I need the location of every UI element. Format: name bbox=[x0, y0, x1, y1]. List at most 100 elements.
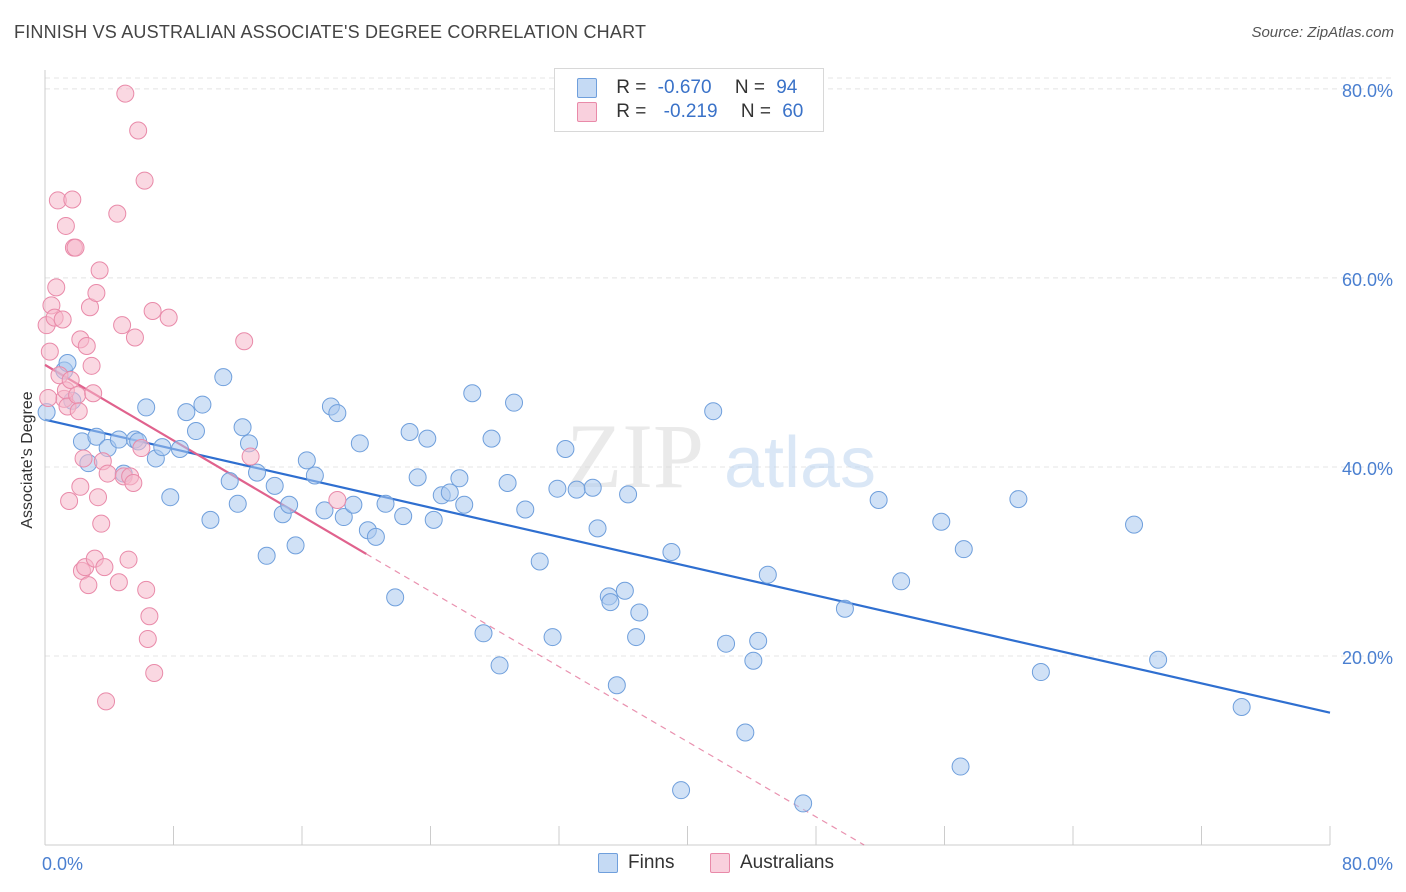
australians-swatch bbox=[577, 101, 597, 122]
legend-item-australians[interactable]: Australians bbox=[710, 852, 834, 874]
tick-labels: 20.0% 40.0% 60.0% 80.0% 0.0% 80.0% bbox=[42, 81, 1393, 874]
legend-row-finns: R = -0.670 N = 94 bbox=[577, 77, 797, 101]
data-point bbox=[400, 422, 419, 441]
legend-r-label: R = bbox=[616, 101, 647, 122]
data-point bbox=[418, 429, 437, 448]
data-point bbox=[1125, 515, 1144, 534]
data-point bbox=[1149, 650, 1168, 669]
legend-r-label: R = bbox=[616, 77, 647, 98]
data-point bbox=[1031, 663, 1050, 682]
data-point bbox=[74, 449, 93, 468]
data-point bbox=[328, 404, 347, 423]
series-legend: Finns Australians bbox=[0, 852, 1406, 878]
data-point bbox=[186, 422, 205, 441]
data-point bbox=[63, 190, 82, 209]
data-point bbox=[455, 495, 474, 514]
axes bbox=[44, 70, 1331, 846]
data-point bbox=[567, 480, 586, 499]
data-point bbox=[170, 439, 189, 458]
data-point bbox=[161, 488, 180, 507]
y-tick-label: 40.0% bbox=[1342, 459, 1393, 479]
data-point bbox=[98, 464, 117, 483]
data-point bbox=[193, 395, 212, 414]
data-point bbox=[124, 474, 143, 493]
data-point bbox=[440, 483, 459, 502]
data-point bbox=[305, 466, 324, 485]
data-point bbox=[137, 580, 156, 599]
finns-swatch bbox=[598, 852, 618, 873]
data-point bbox=[135, 171, 154, 190]
data-point bbox=[201, 510, 220, 529]
data-point bbox=[516, 500, 535, 519]
data-point bbox=[87, 427, 106, 446]
data-point bbox=[140, 607, 159, 626]
data-point bbox=[90, 261, 109, 280]
data-point bbox=[39, 388, 58, 407]
y-tick-label: 20.0% bbox=[1342, 648, 1393, 668]
data-point bbox=[89, 488, 108, 507]
data-point bbox=[601, 593, 620, 612]
data-point bbox=[143, 302, 162, 321]
source-label: Source: ZipAtlas.com bbox=[1251, 24, 1394, 41]
data-point bbox=[95, 558, 114, 577]
x-tick-label: 0.0% bbox=[42, 854, 83, 874]
data-point bbox=[248, 463, 267, 482]
watermark: ZIP atlas bbox=[566, 405, 876, 507]
data-point bbox=[56, 216, 75, 235]
data-point bbox=[241, 447, 260, 466]
legend-n-value: 94 bbox=[776, 77, 798, 98]
data-point bbox=[869, 491, 888, 510]
legend-item-finns[interactable]: Finns bbox=[598, 852, 674, 874]
data-point bbox=[334, 508, 353, 527]
data-point bbox=[758, 565, 777, 584]
data-point bbox=[630, 603, 649, 622]
data-point bbox=[543, 628, 562, 647]
data-point bbox=[265, 476, 284, 495]
data-point bbox=[736, 723, 755, 742]
data-point bbox=[704, 402, 723, 421]
data-point bbox=[68, 386, 87, 405]
data-point bbox=[548, 479, 567, 498]
data-point bbox=[1009, 490, 1028, 509]
data-point bbox=[835, 599, 854, 618]
data-point bbox=[79, 576, 98, 595]
data-point bbox=[145, 663, 164, 682]
data-point bbox=[129, 121, 148, 140]
data-point bbox=[344, 495, 363, 514]
data-point bbox=[490, 656, 509, 675]
finns-swatch bbox=[577, 77, 597, 98]
data-point bbox=[233, 418, 252, 437]
data-point bbox=[109, 573, 128, 592]
data-point bbox=[108, 204, 127, 223]
legend-n-value: 60 bbox=[782, 101, 804, 122]
data-point bbox=[214, 368, 233, 387]
australians-swatch bbox=[710, 852, 730, 873]
data-point bbox=[932, 512, 951, 531]
data-point bbox=[257, 546, 276, 565]
data-point bbox=[82, 356, 101, 375]
data-point bbox=[366, 527, 385, 546]
data-point bbox=[424, 510, 443, 529]
legend-r-value: -0.670 bbox=[657, 77, 712, 98]
data-point bbox=[235, 332, 254, 351]
watermark-atlas: atlas bbox=[724, 423, 876, 503]
data-point bbox=[619, 485, 638, 504]
data-point bbox=[132, 439, 151, 458]
data-point bbox=[505, 393, 524, 412]
data-point bbox=[386, 588, 405, 607]
data-point bbox=[87, 284, 106, 303]
x-tick-label: 80.0% bbox=[1342, 854, 1393, 874]
data-point bbox=[116, 84, 135, 103]
data-point bbox=[159, 308, 178, 327]
data-point bbox=[125, 328, 144, 347]
y-tick-label: 60.0% bbox=[1342, 270, 1393, 290]
data-point bbox=[137, 398, 156, 417]
legend-r-value: -0.219 bbox=[663, 101, 718, 122]
data-point bbox=[1232, 698, 1251, 717]
data-point bbox=[71, 477, 90, 496]
data-point bbox=[286, 536, 305, 555]
legend: R = -0.670 N = 94 R = -0.219 N = 60 bbox=[554, 68, 824, 132]
data-point bbox=[153, 438, 172, 457]
trend-line-extension bbox=[365, 553, 865, 846]
